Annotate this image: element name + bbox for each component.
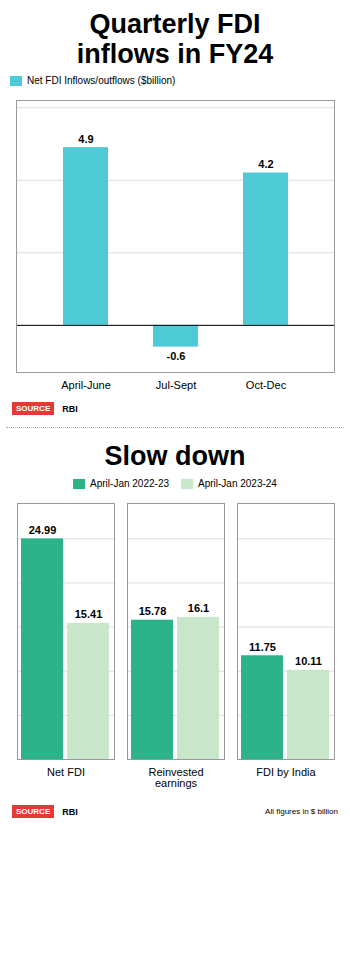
svg-text:FDI by India: FDI by India xyxy=(256,766,316,778)
html-text:Slow down: Slow down xyxy=(104,441,246,472)
svg-text:Jul-Sept: Jul-Sept xyxy=(156,380,196,392)
svg-text:April-June: April-June xyxy=(61,380,111,392)
svg-text:11.75: 11.75 xyxy=(249,641,276,653)
html-text:April-Jan 2023-24: April-Jan 2023-24 xyxy=(198,478,277,490)
html-text:Net FDI Inflows/outflows ($bil: Net FDI Inflows/outflows ($billion) xyxy=(27,75,176,87)
svg-text:15.78: 15.78 xyxy=(139,605,167,617)
html-text:SOURCE: SOURCE xyxy=(16,404,51,414)
html-text:Quarterly FDI inflows in FY24: Quarterly FDI inflows in FY24 xyxy=(76,9,274,69)
html-text:RBI: RBI xyxy=(62,806,78,817)
svg-text:10.11: 10.11 xyxy=(295,655,322,667)
html-text:RBI: RBI xyxy=(62,403,78,414)
svg-text:4.9: 4.9 xyxy=(78,133,93,145)
svg-text:Reinvestedearnings: Reinvestedearnings xyxy=(148,766,203,789)
svg-text:16.1: 16.1 xyxy=(188,602,209,614)
html-text:All figures in $ billion: All figures in $ billion xyxy=(265,807,338,817)
svg-text:Oct-Dec: Oct-Dec xyxy=(246,380,287,392)
svg-text:24.99: 24.99 xyxy=(29,524,57,536)
svg-text:4.2: 4.2 xyxy=(258,158,273,170)
svg-text:15.41: 15.41 xyxy=(75,609,103,621)
svg-text:-0.6: -0.6 xyxy=(167,350,186,362)
html-text:SOURCE: SOURCE xyxy=(16,807,51,817)
html-text:April-Jan 2022-23: April-Jan 2022-23 xyxy=(90,478,169,490)
svg-text:Net FDI: Net FDI xyxy=(47,766,85,778)
